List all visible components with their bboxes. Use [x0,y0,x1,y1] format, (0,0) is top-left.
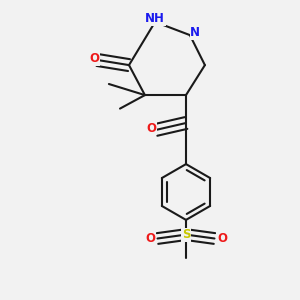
Text: N: N [190,26,200,39]
Text: O: O [145,232,155,245]
Text: O: O [217,232,227,245]
Text: S: S [182,228,190,241]
Text: O: O [89,52,100,65]
Text: O: O [146,122,157,135]
Text: NH: NH [145,12,165,26]
